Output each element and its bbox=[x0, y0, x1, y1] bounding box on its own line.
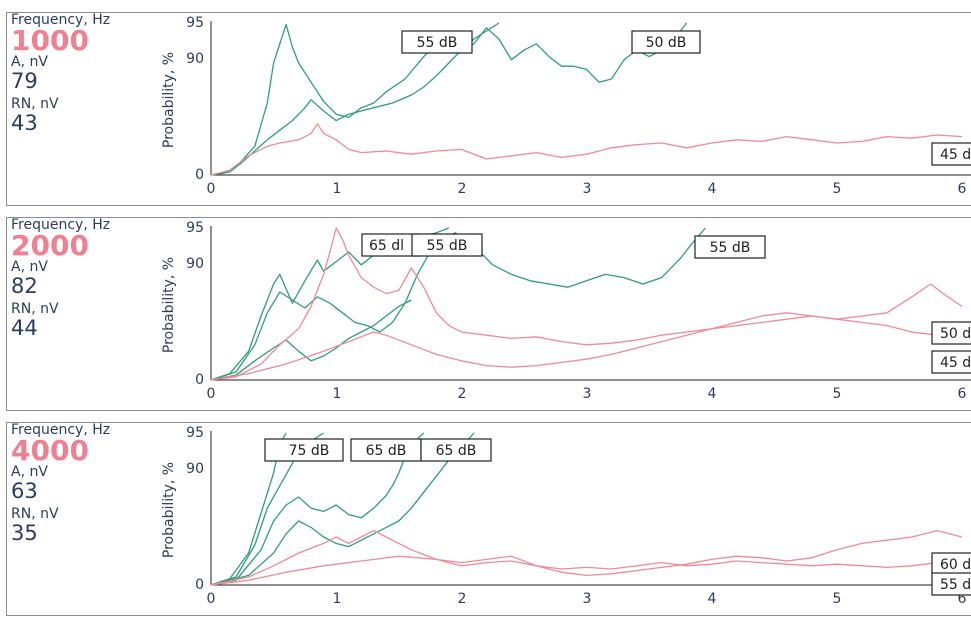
probability-plot: Probability, % 95 90 0 0 1 2 3 4 5 6 75 … bbox=[161, 425, 971, 607]
tag-label: 55 dB bbox=[427, 238, 468, 254]
amplitude-label: A, nV bbox=[11, 464, 48, 480]
frequency-label: Frequency, Hz bbox=[11, 217, 111, 233]
x-tick-label: 1 bbox=[333, 181, 342, 197]
amplitude-label: A, nV bbox=[11, 54, 48, 70]
info-block: Frequency, Hz 1000 A, nV 79 RN, nV 43 bbox=[11, 13, 151, 139]
tag-label: 65 dB bbox=[436, 443, 477, 459]
series-line-green-4 bbox=[210, 432, 475, 586]
tags: 75 dB 65 dB 65 dB 60 d 55 d bbox=[264, 438, 971, 596]
axes: Probability, % 95 90 0 0 1 2 3 4 5 6 bbox=[161, 15, 971, 197]
frequency-value: 1000 bbox=[11, 24, 89, 57]
x-tick-label: 2 bbox=[458, 386, 467, 402]
tag-box bbox=[694, 235, 766, 259]
info-block: Frequency, Hz 2000 A, nV 82 RN, nV 44 bbox=[11, 218, 151, 344]
tag-box bbox=[264, 438, 344, 462]
tag-box bbox=[931, 142, 971, 166]
amplitude-value: 79 bbox=[11, 69, 38, 93]
probability-plot: Probability, % 95 90 0 0 1 2 3 4 5 6 55 … bbox=[161, 15, 971, 197]
amplitude-label: A, nV bbox=[11, 259, 48, 275]
info-block: Frequency, Hz 4000 A, nV 63 RN, nV 35 bbox=[11, 423, 151, 549]
y-tick-label: 0 bbox=[195, 372, 204, 388]
x-tick-label: 0 bbox=[207, 386, 216, 402]
tag-box bbox=[411, 233, 483, 257]
residual-noise-value: 35 bbox=[11, 521, 38, 545]
x-tick-label: 4 bbox=[708, 386, 717, 402]
y-tick-label: 0 bbox=[195, 577, 204, 593]
y-tick-label: 90 bbox=[186, 51, 204, 67]
tag-label: 45 d bbox=[940, 355, 971, 371]
tag-box bbox=[931, 321, 971, 345]
tag-box bbox=[420, 438, 492, 462]
tag-label: 50 dB bbox=[646, 35, 687, 51]
x-tick-label: 3 bbox=[583, 386, 592, 402]
x-tick-label: 2 bbox=[458, 181, 467, 197]
tag-label: 75 dB bbox=[289, 443, 330, 459]
frequency-value: 4000 bbox=[11, 434, 89, 467]
frequency-label: Frequency, Hz bbox=[11, 422, 111, 438]
tag-box bbox=[401, 30, 473, 54]
y-axis-label: Probability, % bbox=[161, 52, 177, 148]
series-line-green-3 bbox=[210, 432, 425, 586]
tags: 65 dl 55 dB 55 dB 50 d 45 d bbox=[361, 233, 971, 374]
x-tick-label: 5 bbox=[833, 386, 842, 402]
y-axis-label: Probability, % bbox=[161, 462, 177, 558]
series-line-pink-6 bbox=[210, 529, 963, 586]
x-tick-label: 2 bbox=[458, 591, 467, 607]
tag-label: 65 dB bbox=[366, 443, 407, 459]
x-tick-label: 5 bbox=[833, 181, 842, 197]
x-tick-label: 6 bbox=[958, 386, 967, 402]
series-line-pink-5 bbox=[210, 312, 963, 381]
residual-noise-value: 44 bbox=[11, 316, 38, 340]
x-tick-label: 1 bbox=[333, 591, 342, 607]
tag-label: 65 dl bbox=[369, 238, 404, 254]
chart-panel-4000hz: Frequency, Hz 4000 A, nV 63 RN, nV 35 Pr… bbox=[6, 422, 971, 616]
x-tick-label: 4 bbox=[708, 181, 717, 197]
x-tick-label: 1 bbox=[333, 386, 342, 402]
residual-noise-label: RN, nV bbox=[11, 96, 59, 112]
x-tick-label: 6 bbox=[958, 181, 967, 197]
residual-noise-label: RN, nV bbox=[11, 506, 59, 522]
y-tick-label: 90 bbox=[186, 461, 204, 477]
series-line-pink-5 bbox=[210, 529, 963, 586]
amplitude-value: 82 bbox=[11, 274, 38, 298]
probability-plot: Probability, % 95 90 0 0 1 2 3 4 5 6 65 … bbox=[161, 220, 971, 402]
tags: 55 dB 50 dB 45 d bbox=[401, 30, 971, 166]
axes: Probability, % 95 90 0 0 1 2 3 4 5 6 bbox=[161, 220, 971, 402]
tag-label: 55 d bbox=[940, 577, 971, 593]
tag-box bbox=[931, 572, 971, 596]
series-line-green-2 bbox=[210, 22, 500, 176]
x-tick-label: 3 bbox=[583, 591, 592, 607]
y-tick-label: 95 bbox=[186, 425, 204, 441]
y-tick-label: 95 bbox=[186, 15, 204, 31]
y-tick-label: 0 bbox=[195, 167, 204, 183]
residual-noise-value: 43 bbox=[11, 111, 38, 135]
tag-label: 45 d bbox=[940, 147, 971, 163]
axes: Probability, % 95 90 0 0 1 2 3 4 5 6 bbox=[161, 425, 971, 607]
tag-box bbox=[631, 30, 701, 54]
tag-box bbox=[931, 350, 971, 374]
x-tick-label: 5 bbox=[833, 591, 842, 607]
chart-panel-1000hz: Frequency, Hz 1000 A, nV 79 RN, nV 43 Pr… bbox=[6, 12, 971, 206]
x-tick-label: 4 bbox=[708, 591, 717, 607]
y-axis-label: Probability, % bbox=[161, 257, 177, 353]
frequency-value: 2000 bbox=[11, 229, 89, 262]
x-tick-label: 0 bbox=[207, 181, 216, 197]
x-tick-label: 6 bbox=[958, 591, 967, 607]
y-tick-label: 90 bbox=[186, 256, 204, 272]
y-tick-label: 95 bbox=[186, 220, 204, 236]
tag-label: 55 dB bbox=[417, 35, 458, 51]
tag-label: 55 dB bbox=[710, 240, 751, 256]
amplitude-value: 63 bbox=[11, 479, 38, 503]
series-line-pink-4 bbox=[210, 227, 963, 381]
residual-noise-label: RN, nV bbox=[11, 301, 59, 317]
tag-label: 50 d bbox=[940, 326, 971, 342]
x-tick-label: 0 bbox=[207, 591, 216, 607]
chart-panel-2000hz: Frequency, Hz 2000 A, nV 82 RN, nV 44 Pr… bbox=[6, 217, 971, 411]
series-line-pink-3 bbox=[210, 123, 963, 176]
x-tick-label: 3 bbox=[583, 181, 592, 197]
tag-label: 60 d bbox=[940, 557, 971, 573]
frequency-label: Frequency, Hz bbox=[11, 12, 111, 28]
series-line-green-3 bbox=[210, 299, 412, 381]
